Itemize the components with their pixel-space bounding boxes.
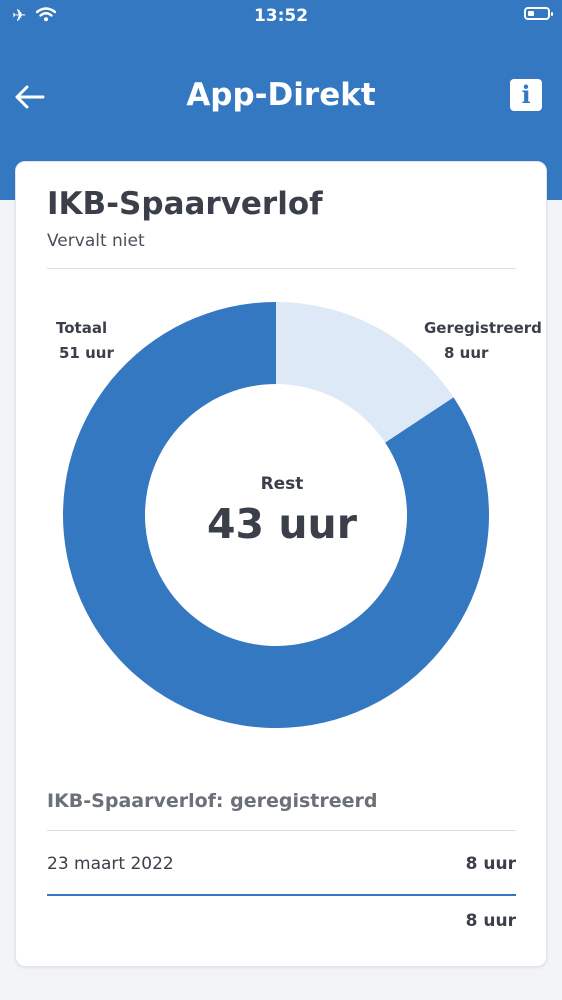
section-title: IKB-Spaarverlof: geregistreerd <box>47 790 378 812</box>
total-row: 8 uur <box>47 907 516 937</box>
status-time: 13:52 <box>253 6 309 26</box>
rest-value: 43 uur <box>207 500 357 548</box>
airplane-icon: ✈ <box>12 6 27 26</box>
registered-value: 8 uur <box>444 344 489 362</box>
rest-label: Rest <box>260 474 304 494</box>
entry-date: 23 maart 2022 <box>47 854 174 874</box>
info-icon: i <box>521 80 531 109</box>
arrow-left-icon <box>15 85 45 109</box>
donut-slice-rest <box>63 302 489 728</box>
battery-icon <box>524 7 553 20</box>
wifi-icon <box>35 7 57 26</box>
divider <box>47 268 516 269</box>
registered-label: Geregistreerd <box>424 319 542 337</box>
total-label: Totaal <box>56 319 108 337</box>
page-title: App-Direkt <box>186 77 376 113</box>
total-hours: 8 uur <box>465 911 516 931</box>
total-separator <box>47 894 516 896</box>
donut-slice-geregistreerd <box>276 302 454 443</box>
donut-chart <box>63 302 489 728</box>
divider <box>47 830 516 831</box>
list-item: 23 maart 2022 8 uur <box>47 850 516 880</box>
info-button[interactable]: i <box>510 79 542 111</box>
entry-hours: 8 uur <box>465 854 516 874</box>
total-value: 51 uur <box>59 344 114 362</box>
card-title: IKB-Spaarverlof <box>47 186 323 222</box>
card-subtitle: Vervalt niet <box>47 231 145 251</box>
leave-balance-card: IKB-Spaarverlof Vervalt niet Totaal 51 u… <box>15 161 547 967</box>
back-button[interactable] <box>12 82 48 112</box>
status-bar: ✈ 13:52 <box>0 0 562 34</box>
